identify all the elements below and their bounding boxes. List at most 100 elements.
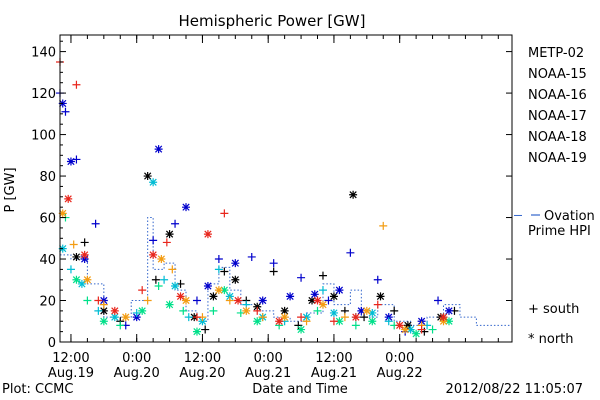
y-tick-label: 80 — [39, 170, 56, 185]
legend-item-noaa-16: NOAA-16 — [528, 88, 587, 103]
data-point — [179, 306, 188, 315]
data-point — [214, 265, 223, 274]
data-point — [214, 255, 223, 264]
data-point — [412, 329, 421, 338]
data-point — [203, 230, 212, 239]
data-point — [116, 321, 125, 330]
data-point — [318, 300, 327, 309]
data-point — [318, 271, 327, 280]
series-noaa-18 — [58, 209, 448, 334]
x-tick-label-time: 12:00 — [52, 351, 89, 366]
data-point — [258, 296, 267, 305]
data-point — [242, 306, 251, 315]
data-point — [91, 219, 100, 228]
data-point — [192, 327, 201, 336]
plot-credit: Plot: CCMC — [2, 382, 73, 397]
data-point — [302, 313, 311, 322]
legend-item-metp-02: METP-02 — [528, 46, 584, 61]
x-tick-label-date: Aug.22 — [377, 366, 423, 381]
data-point — [61, 107, 70, 116]
data-point — [310, 290, 319, 299]
data-point — [176, 292, 185, 301]
x-tick-label-date: Aug.21 — [311, 366, 357, 381]
data-point — [203, 281, 212, 290]
data-point — [335, 286, 344, 295]
data-point — [64, 194, 73, 203]
data-point — [94, 296, 103, 305]
data-point — [247, 252, 256, 261]
data-point — [231, 259, 240, 268]
data-point — [269, 267, 278, 276]
data-point — [149, 178, 158, 187]
data-point — [258, 313, 267, 322]
x-tick-label-date: Aug.20 — [179, 366, 225, 381]
legend-item-noaa-15: NOAA-15 — [528, 67, 587, 82]
data-point — [313, 296, 322, 305]
data-point — [99, 317, 108, 326]
data-point — [72, 80, 81, 89]
data-point — [209, 292, 218, 301]
data-point — [349, 190, 358, 199]
data-point — [294, 321, 303, 330]
data-point — [99, 300, 108, 309]
data-point — [376, 292, 385, 301]
data-point — [253, 317, 262, 326]
x-tick-label-time: 12:00 — [315, 351, 352, 366]
data-point — [162, 238, 171, 247]
series-metp-02 — [72, 172, 459, 336]
north-marker-legend: * north — [528, 332, 574, 347]
data-point — [149, 236, 158, 245]
data-point — [149, 250, 158, 259]
data-point — [444, 306, 453, 315]
data-point — [80, 255, 89, 264]
chart-title: Hemispheric Power [GW] — [179, 12, 366, 30]
x-axis-label: Date and Time — [252, 382, 348, 397]
data-point — [184, 313, 193, 322]
data-point — [439, 313, 448, 322]
x-tick-label-date: Aug.20 — [114, 366, 160, 381]
y-axis-label: P [GW] — [3, 167, 18, 212]
data-point — [417, 317, 426, 326]
data-point — [154, 145, 163, 154]
data-point — [220, 286, 229, 295]
data-point — [231, 275, 240, 284]
legend-item-noaa-19: NOAA-19 — [528, 151, 587, 166]
data-point — [280, 306, 289, 315]
data-point — [66, 265, 75, 274]
data-point — [297, 325, 306, 334]
data-point — [362, 306, 371, 315]
data-point — [214, 286, 223, 295]
data-point — [395, 321, 404, 330]
data-point — [201, 325, 210, 334]
x-tick-label-time: 12:00 — [184, 351, 221, 366]
data-point — [83, 275, 92, 284]
x-tick-label-time: 0:00 — [254, 351, 283, 366]
data-point — [192, 313, 201, 322]
data-point — [99, 296, 108, 305]
data-point — [346, 248, 355, 257]
ovation-hpi-line — [60, 217, 512, 326]
y-tick-label: 20 — [39, 295, 56, 310]
data-point — [151, 275, 160, 284]
data-point — [225, 296, 234, 305]
plot-area — [56, 57, 512, 338]
y-tick-label: 0 — [48, 336, 56, 351]
data-point — [434, 296, 443, 305]
x-tick-label-date: Aug.19 — [48, 366, 94, 381]
data-point — [379, 221, 388, 230]
data-point — [329, 308, 338, 317]
series-noaa-16 — [58, 178, 448, 334]
plot-frame — [59, 34, 513, 343]
data-point — [318, 286, 327, 295]
data-point — [94, 306, 103, 315]
data-point — [165, 300, 174, 309]
series-noaa-19 — [56, 57, 448, 334]
data-point — [373, 275, 382, 284]
y-tick-label: 120 — [31, 87, 56, 102]
data-point — [77, 279, 86, 288]
data-point — [138, 286, 147, 295]
data-point — [182, 203, 191, 212]
data-point — [373, 300, 382, 309]
data-point — [329, 317, 338, 326]
